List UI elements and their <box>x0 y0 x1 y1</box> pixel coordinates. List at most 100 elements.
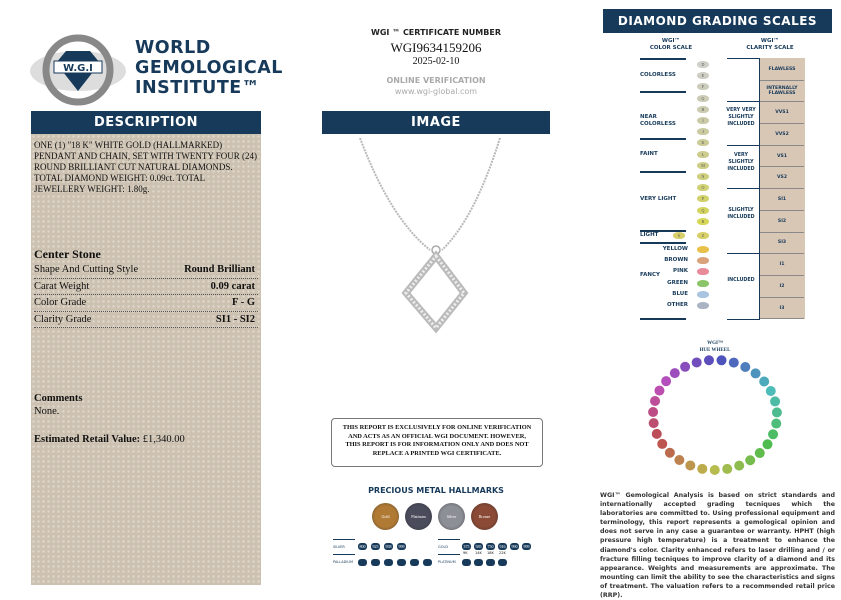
spec-label: Clarity Grade <box>34 313 92 325</box>
hue-swatch <box>771 407 782 418</box>
name-line: WORLD <box>135 38 211 58</box>
certificate-label: WGI ™ CERTIFICATE NUMBER <box>371 28 501 37</box>
fancy-label: FANCY <box>640 272 661 278</box>
hallmark-row-label: PLATINUM <box>438 560 456 564</box>
fancy-gem <box>697 246 709 253</box>
scale-divider <box>640 91 686 93</box>
color-grade-gem: J <box>697 128 709 136</box>
hue-swatch <box>657 438 668 449</box>
clarity-group-label: VERY VERY SLIGHTLY INCLUDED <box>726 108 756 127</box>
fancy-gem <box>697 257 709 265</box>
light-grade-gem: S <box>673 232 685 239</box>
palladium-mark <box>384 559 393 566</box>
hue-wheel-title: WGI™ HUE WHEEL <box>699 341 731 353</box>
verification-url[interactable]: www.wgi-global.com <box>394 87 478 96</box>
clarity-grade: SI1 <box>760 189 804 211</box>
center-stone-title: Center Stone <box>34 247 101 261</box>
palladium-mark <box>397 559 406 566</box>
color-group-label: VERY LIGHT <box>640 196 677 202</box>
hue-swatch <box>750 368 761 379</box>
hallmark-row-label: PALLADIUM <box>333 560 353 564</box>
color-grade-gem: G <box>697 94 709 102</box>
color-grade-gem: E <box>697 72 709 80</box>
gold-karat: 9K <box>463 551 468 555</box>
name-line: GEMOLOGICAL <box>135 58 283 78</box>
retail-label: Estimated Retail Value: <box>34 434 141 445</box>
clarity-divider <box>727 188 760 189</box>
color-group-label: NEAR COLORLESS <box>640 114 676 127</box>
hue-swatch <box>770 396 781 407</box>
spec-value: Round Brilliant <box>184 264 255 275</box>
hallmark-coin: Gold <box>372 503 399 530</box>
hue-swatch <box>703 355 714 366</box>
hue-swatch <box>765 385 776 396</box>
gold-mark: 375 <box>462 543 471 550</box>
gold-karat: 22K <box>499 551 506 555</box>
spec-value: F - G <box>232 297 255 308</box>
comments-section: Comments None. <box>34 392 258 418</box>
hue-swatch <box>762 439 773 450</box>
gold-mark: 585 <box>474 543 483 550</box>
clarity-divider <box>727 253 760 254</box>
image-header: IMAGE <box>322 111 550 134</box>
wgi-logo: W.G.I <box>30 34 126 106</box>
clarity-grade: I1 <box>760 254 804 276</box>
hue-swatch <box>768 429 779 440</box>
light-grade-gem: Z <box>697 232 709 239</box>
verification-label: ONLINE VERIFICATION <box>386 76 486 85</box>
silver-mark: 925 <box>371 543 380 550</box>
hue-swatch <box>661 376 672 387</box>
palladium-mark <box>410 559 419 566</box>
certificate-date: 2025-02-10 <box>412 56 460 67</box>
hallmark-coin: Platinum <box>405 503 432 530</box>
grading-scales-header: DIAMOND GRADING SCALES <box>603 9 832 33</box>
color-group-label: LIGHT <box>640 232 659 238</box>
color-grade-gem: D <box>697 61 709 68</box>
color-grade-gem: H <box>697 105 709 113</box>
color-grade-gem: Q <box>697 206 709 214</box>
scale-divider <box>640 171 686 173</box>
hue-swatch <box>680 361 691 372</box>
clarity-grade: VVS2 <box>760 124 804 146</box>
hue-swatch <box>754 448 765 459</box>
hue-swatch <box>745 455 756 466</box>
hue-wheel <box>648 355 782 475</box>
legal-notice: WGI™ Gemological Analysis is based on st… <box>600 492 835 600</box>
divider <box>333 539 355 540</box>
divider <box>438 554 460 555</box>
color-grade-gem: M <box>697 161 709 169</box>
hallmark-coin: Silver <box>438 503 465 530</box>
certificate-number: WGI9634159206 <box>390 40 482 55</box>
spec-value: 0.09 carat <box>210 280 255 292</box>
description-header: DESCRIPTION <box>31 111 261 134</box>
hallmarks-title: PRECIOUS METAL HALLMARKS <box>368 486 504 495</box>
clarity-divider <box>727 101 760 102</box>
spec-row: Shape And Cutting Style Round Brilliant <box>34 262 258 279</box>
hue-swatch <box>709 464 720 475</box>
clarity-grade: VVS1 <box>760 102 804 125</box>
hue-swatch <box>759 376 770 387</box>
hue-swatch <box>654 385 665 396</box>
clarity-grade: SI3 <box>760 232 804 255</box>
gold-karat: 14K <box>475 551 482 555</box>
color-grade-gem: F <box>697 83 709 91</box>
hue-swatch <box>650 395 661 406</box>
description-panel: ONE (1) "18 K" WHITE GOLD (HALLMARKED) P… <box>31 134 261 585</box>
scale-divider <box>640 242 686 244</box>
color-group-label: FAINT <box>640 151 658 157</box>
retail-value: Estimated Retail Value: £1,340.00 <box>34 434 258 445</box>
description-text: ONE (1) "18 K" WHITE GOLD (HALLMARKED) P… <box>34 140 257 194</box>
fancy-gem <box>697 302 709 309</box>
hue-swatch <box>669 368 680 379</box>
hue-swatch <box>716 355 727 366</box>
spec-row: Clarity Grade SI1 - SI2 <box>34 312 258 328</box>
platinum-mark <box>498 559 507 566</box>
hue-swatch <box>728 357 739 368</box>
hue-swatch <box>740 362 751 373</box>
gold-karat: 18K <box>487 551 494 555</box>
fancy-color-label: PINK <box>673 268 688 275</box>
clarity-divider <box>727 319 760 320</box>
spec-row: Carat Weight 0.09 carat <box>34 279 258 295</box>
scale-divider <box>640 138 686 140</box>
hue-swatch <box>651 428 662 439</box>
